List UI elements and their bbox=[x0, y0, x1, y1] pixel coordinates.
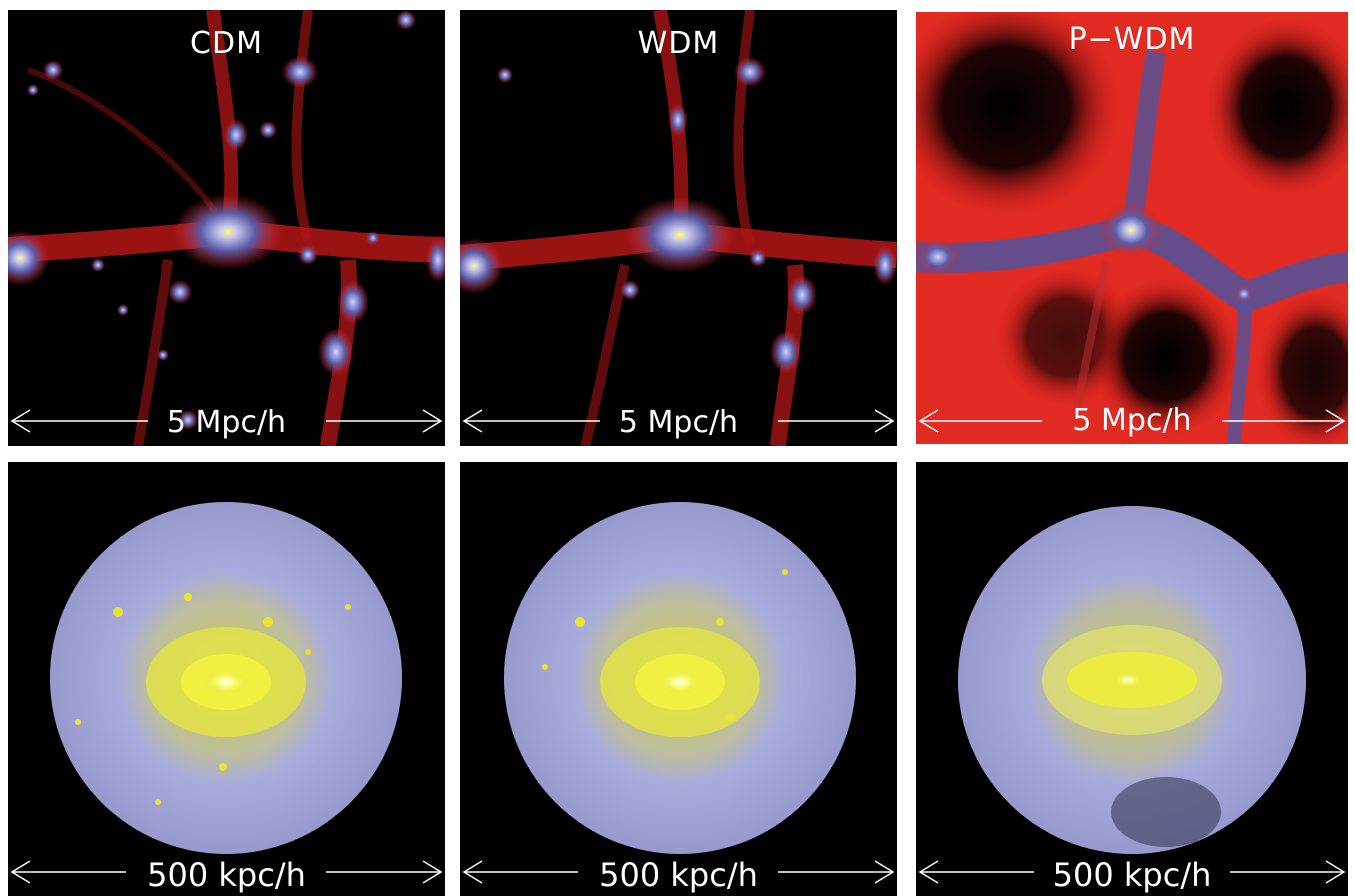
pwdm-large-scale-image bbox=[916, 12, 1348, 444]
panel-wdm-halo: 500 kpc/h bbox=[460, 462, 897, 896]
panel-title-wdm: WDM bbox=[637, 26, 720, 61]
wdm-large-scale-image bbox=[460, 10, 897, 446]
scale-bar-label: 500 kpc/h bbox=[1052, 856, 1212, 894]
panel-wdm-large-scale: WDM 5 Mpc/h bbox=[460, 10, 897, 446]
pwdm-halo-image bbox=[916, 462, 1348, 896]
panel-pwdm-large-scale: P−WDM 5 Mpc/h bbox=[916, 12, 1348, 444]
panel-pwdm-halo: 500 kpc/h bbox=[916, 462, 1348, 896]
scale-bar-label: 5 Mpc/h bbox=[1072, 403, 1192, 438]
scale-bar-label: 500 kpc/h bbox=[147, 856, 306, 894]
panel-title-pwdm: P−WDM bbox=[1068, 22, 1196, 57]
cdm-halo-image bbox=[8, 462, 445, 896]
panel-cdm-halo: 500 kpc/h bbox=[8, 462, 445, 896]
scale-bar-label: 500 kpc/h bbox=[599, 856, 758, 894]
panel-cdm-large-scale: CDM 5 Mpc/h bbox=[8, 10, 445, 446]
scale-bar-label: 5 Mpc/h bbox=[166, 405, 287, 440]
wdm-halo-image bbox=[460, 462, 897, 896]
panel-title-cdm: CDM bbox=[190, 26, 263, 61]
cdm-large-scale-image bbox=[8, 10, 445, 446]
scale-bar-label: 5 Mpc/h bbox=[618, 405, 739, 440]
